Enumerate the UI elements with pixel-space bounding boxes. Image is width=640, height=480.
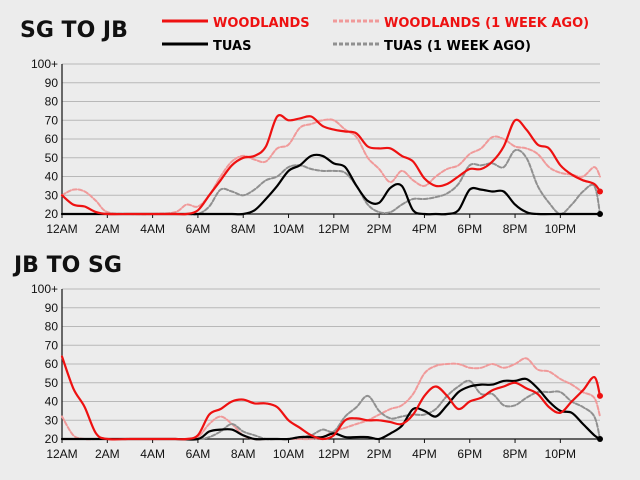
x-tick-label: 10PM [545,447,576,461]
x-tick-label: 2AM [95,447,120,461]
y-tick-label: 20 [45,432,59,446]
chart-sg-to-jb: 20 30 40 50 60 70 80 90 100+ 12AM 2AM 4AM 6AM 8AM 10AM… [31,57,603,236]
x-tick-label: 10AM [273,447,304,461]
x-tick-label: 8AM [231,447,256,461]
series-line-tuas-prev [61,379,601,441]
y-tick-label: 20 [45,207,59,221]
x-tick-label: 12AM [46,222,77,236]
x-tick-label: 8PM [503,222,528,236]
x-tick-label: 10AM [273,222,304,236]
y-tick-label: 80 [45,320,59,334]
y-tick-label: 60 [45,132,59,146]
x-tick-label: 4AM [140,222,165,236]
x-tick-label: 6PM [457,447,482,461]
chart-title-jb-to-sg: JB TO SG [12,253,122,278]
end-marker-woodlands [597,392,603,399]
chart-title-sg-to-jb: SG TO JB [20,18,128,43]
y-tick-label: 100+ [31,57,58,71]
end-marker-tuas [597,436,603,442]
series-line-woodlands [60,355,602,441]
x-tick-label: 12PM [318,447,349,461]
x-tick-label: 2PM [367,222,392,236]
y-tick-label: 50 [45,151,59,165]
y-tick-label: 40 [45,170,59,184]
legend: WOODLANDS WOODLANDS (1 WEEK AGO) TUAS TU… [162,16,589,54]
y-tick-label: 100+ [31,282,58,296]
x-tick-label: 12PM [318,222,349,236]
legend-label-tuas-prev: TUAS (1 WEEK AGO) [384,39,531,54]
y-tick-label: 40 [45,395,59,409]
x-tick-label: 2AM [95,222,120,236]
y-tick-label: 90 [45,76,59,90]
x-tick-label: 2PM [367,447,392,461]
x-tick-label: 12AM [46,447,77,461]
series-line-tuas [60,377,602,441]
series-line-woodlands-prev [61,357,601,441]
x-tick-label: 6PM [457,222,482,236]
x-tick-label: 4PM [412,447,437,461]
y-tick-label: 70 [45,113,59,127]
x-tick-label: 10PM [545,222,576,236]
x-tick-label: 6AM [186,222,211,236]
y-tick-label: 80 [45,95,59,109]
end-marker-tuas [597,211,603,217]
x-tick-label: 8PM [503,447,528,461]
y-tick-label: 70 [45,338,59,352]
y-tick-label: 50 [45,376,59,390]
end-marker-woodlands [597,188,603,195]
y-tick-label: 30 [45,413,59,427]
legend-label-woodlands: WOODLANDS [213,16,310,31]
y-tick-label: 30 [45,188,59,202]
series-line-tuas-prev [61,148,601,216]
x-tick-label: 8AM [231,222,256,236]
chart-jb-to-sg: 20 30 40 50 60 70 80 90 100+ 12AM 2AM 4AM 6AM 8AM 10AM… [31,282,603,461]
x-tick-label: 4AM [140,447,165,461]
y-tick-label: 60 [45,357,59,371]
x-tick-label: 6AM [186,447,211,461]
series-line-woodlands-prev [61,118,601,216]
legend-label-tuas: TUAS [213,39,251,54]
x-tick-label: 4PM [412,222,437,236]
legend-label-woodlands-prev: WOODLANDS (1 WEEK AGO) [384,16,589,31]
series-line-woodlands [60,114,602,216]
series-line-tuas [60,153,602,216]
y-tick-label: 90 [45,301,59,315]
